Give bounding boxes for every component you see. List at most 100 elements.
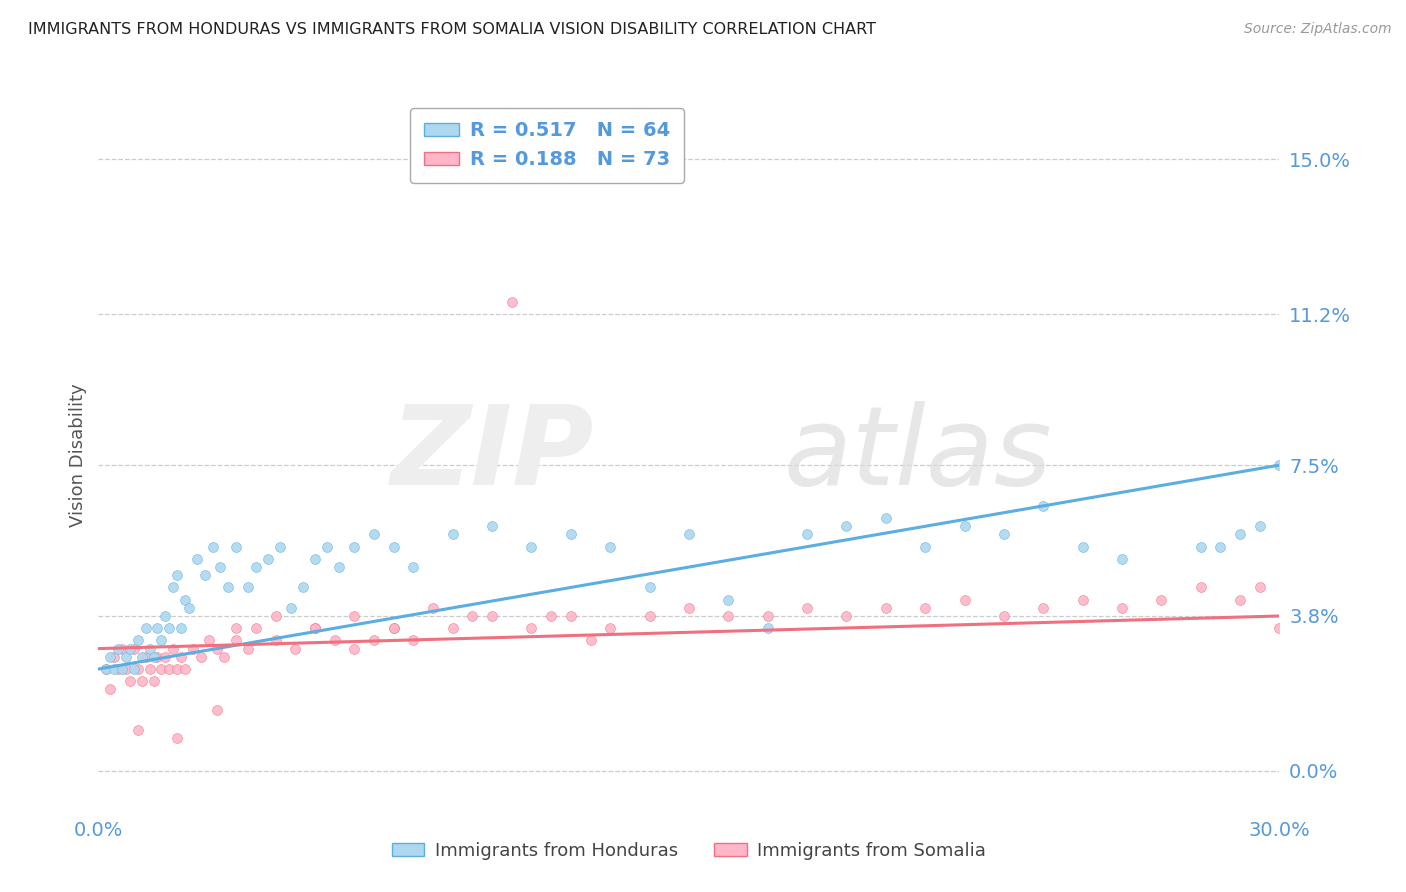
Point <box>138 662 160 676</box>
Point <box>115 662 138 676</box>
Point <box>540 609 562 624</box>
Point <box>343 609 366 624</box>
Point <box>214 649 236 664</box>
Point <box>363 527 385 541</box>
Text: Source: ZipAtlas.com: Source: ZipAtlas.com <box>1244 22 1392 37</box>
Point <box>150 662 173 676</box>
Point <box>328 560 350 574</box>
Point <box>678 600 700 615</box>
Point <box>127 723 149 738</box>
Point <box>292 581 315 595</box>
Point <box>280 600 302 615</box>
Point <box>166 731 188 746</box>
Point <box>756 621 779 635</box>
Point <box>520 621 543 635</box>
Point <box>197 633 219 648</box>
Point <box>304 621 326 635</box>
Point <box>170 649 193 664</box>
Point <box>835 609 858 624</box>
Point <box>1209 540 1232 554</box>
Point <box>155 609 177 624</box>
Point <box>599 621 621 635</box>
Point <box>131 674 153 689</box>
Point <box>122 662 145 676</box>
Text: atlas: atlas <box>783 401 1052 508</box>
Point <box>993 527 1015 541</box>
Point <box>225 621 247 635</box>
Point <box>217 581 239 595</box>
Legend: Immigrants from Honduras, Immigrants from Somalia: Immigrants from Honduras, Immigrants fro… <box>384 835 994 867</box>
Point <box>520 540 543 554</box>
Point <box>170 621 193 635</box>
Point <box>157 621 180 635</box>
Point <box>118 641 141 656</box>
Point <box>162 641 184 656</box>
Point <box>481 519 503 533</box>
Point <box>363 633 385 648</box>
Point <box>953 519 976 533</box>
Point <box>717 592 740 607</box>
Point <box>131 649 153 664</box>
Point <box>1268 458 1291 472</box>
Point <box>1249 581 1271 595</box>
Point <box>146 649 169 664</box>
Point <box>953 592 976 607</box>
Point <box>599 540 621 554</box>
Point <box>875 600 897 615</box>
Point <box>190 649 212 664</box>
Point <box>236 581 259 595</box>
Point <box>98 682 121 697</box>
Point <box>560 609 582 624</box>
Point <box>382 621 405 635</box>
Point <box>343 540 366 554</box>
Point <box>205 641 228 656</box>
Point <box>1229 592 1251 607</box>
Point <box>717 609 740 624</box>
Point <box>1032 600 1054 615</box>
Point <box>264 609 287 624</box>
Point <box>107 662 129 676</box>
Point <box>186 552 208 566</box>
Point <box>1111 600 1133 615</box>
Point <box>181 641 204 656</box>
Point <box>1268 621 1291 635</box>
Point <box>1111 552 1133 566</box>
Point <box>194 568 217 582</box>
Point <box>1150 592 1173 607</box>
Point <box>177 600 200 615</box>
Point <box>323 633 346 648</box>
Point <box>155 649 177 664</box>
Point <box>98 649 121 664</box>
Point <box>1189 540 1212 554</box>
Point <box>481 609 503 624</box>
Point <box>382 621 405 635</box>
Point <box>638 581 661 595</box>
Point <box>150 633 173 648</box>
Point <box>142 649 165 664</box>
Point <box>264 633 287 648</box>
Point <box>146 621 169 635</box>
Point <box>1071 540 1094 554</box>
Point <box>402 633 425 648</box>
Point <box>315 540 337 554</box>
Y-axis label: Vision Disability: Vision Disability <box>69 383 87 527</box>
Point <box>127 633 149 648</box>
Point <box>914 540 936 554</box>
Point <box>107 641 129 656</box>
Point <box>142 674 165 689</box>
Point <box>402 560 425 574</box>
Point <box>914 600 936 615</box>
Point <box>1071 592 1094 607</box>
Point <box>157 662 180 676</box>
Point <box>122 641 145 656</box>
Point <box>96 662 118 676</box>
Point <box>118 674 141 689</box>
Point <box>205 703 228 717</box>
Point <box>875 511 897 525</box>
Point <box>201 540 224 554</box>
Point <box>269 540 291 554</box>
Point <box>284 641 307 656</box>
Point <box>135 621 157 635</box>
Point <box>441 621 464 635</box>
Point <box>678 527 700 541</box>
